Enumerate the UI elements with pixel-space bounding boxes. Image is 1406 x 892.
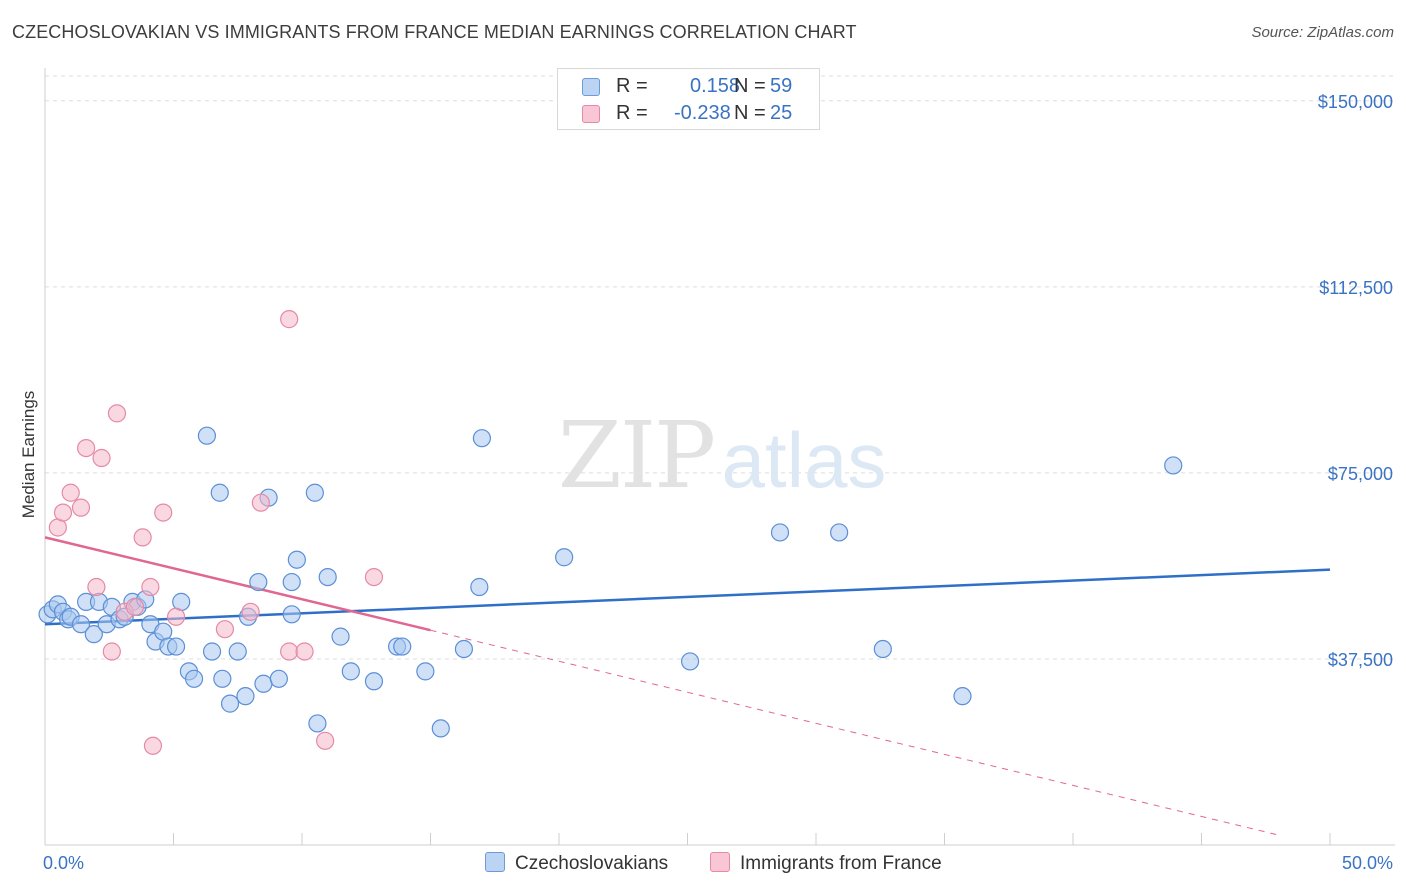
y-tick-label: $112,500 [1319, 278, 1393, 298]
grid-layer [45, 75, 1395, 660]
point-france [61, 483, 80, 502]
point-czechoslovakians [953, 687, 972, 706]
label-layer: $37,500 $75,000 $112,500 $150,000 0.0% 50.0% M… [19, 92, 1393, 873]
legend-r-value: 0.158 [690, 75, 741, 97]
legend-n-value: 25 [770, 102, 793, 124]
point-france [107, 404, 127, 423]
bottom-legend-label: Czechoslovakians [515, 853, 669, 874]
point-france [154, 503, 173, 522]
point-france [295, 642, 314, 661]
point-czechoslovakians [770, 523, 790, 542]
legend-swatch-blue [582, 78, 600, 96]
y-tick-label: $75,000 [1328, 464, 1393, 484]
point-czechoslovakians [220, 694, 240, 713]
legend-r-label: R = [616, 102, 648, 124]
point-czechoslovakians [364, 672, 384, 691]
point-czechoslovakians [454, 639, 474, 659]
point-czechoslovakians [197, 426, 217, 445]
point-france [316, 731, 335, 750]
point-france [125, 597, 145, 616]
point-czechoslovakians [213, 669, 232, 688]
trend-layer [44, 536, 1331, 836]
point-france [166, 607, 186, 626]
point-france [53, 503, 73, 522]
point-czechoslovakians [254, 674, 273, 693]
bottom-legend-czechoslovakians: Czechoslovakians [485, 852, 668, 875]
point-czechoslovakians [202, 642, 222, 661]
axis-layer [44, 68, 1395, 846]
point-france [215, 620, 234, 639]
point-czechoslovakians [341, 662, 360, 681]
point-czechoslovakians [1164, 456, 1183, 475]
point-czechoslovakians [470, 577, 489, 597]
point-france [251, 493, 270, 512]
point-france [143, 736, 163, 755]
legend-swatch-pink [582, 105, 600, 123]
stats-legend: R = 0.158 N = 59 R = -0.238 N = 25 [557, 68, 820, 130]
point-czechoslovakians [210, 483, 229, 502]
point-czechoslovakians [318, 567, 337, 587]
bottom-legend-france: Immigrants from France [710, 852, 942, 875]
point-france [92, 448, 111, 468]
point-czechoslovakians [249, 572, 268, 592]
source-label: Source: ZipAtlas.com [1251, 24, 1394, 41]
y-axis-label: Median Earnings [19, 391, 38, 519]
point-czechoslovakians [472, 429, 491, 448]
legend-r-value: -0.238 [674, 102, 731, 124]
point-czechoslovakians [830, 523, 849, 542]
point-czechoslovakians [236, 687, 255, 706]
watermark-zip: ZIP [558, 402, 714, 509]
point-czechoslovakians [393, 637, 412, 656]
bottom-legend-label: Immigrants from France [740, 853, 942, 874]
point-france [87, 577, 106, 597]
point-czechoslovakians [331, 627, 350, 646]
bottom-legend-swatch-pink [710, 852, 730, 872]
point-czechoslovakians [873, 639, 892, 659]
point-czechoslovakians [305, 483, 324, 502]
point-france [77, 438, 96, 458]
bottom-legend-swatch-blue [485, 852, 505, 872]
trend-line-france [430, 629, 1279, 836]
point-france [241, 602, 260, 621]
x-tick-label: 50.0% [1342, 853, 1393, 873]
watermark-atlas: atlas [722, 416, 887, 504]
legend-n-value: 59 [770, 75, 793, 97]
point-france [280, 310, 299, 329]
point-czechoslovakians [166, 637, 186, 656]
legend-n-label: N = [734, 102, 766, 124]
point-czechoslovakians [84, 625, 103, 644]
point-france [102, 642, 121, 661]
point-france [71, 498, 91, 517]
points-layer [38, 310, 1183, 755]
point-czechoslovakians [269, 669, 288, 688]
point-czechoslovakians [287, 550, 306, 569]
point-czechoslovakians [184, 669, 204, 688]
point-czechoslovakians [71, 615, 91, 634]
watermark: ZIP atlas [558, 402, 886, 509]
point-czechoslovakians [680, 652, 700, 671]
point-czechoslovakians [282, 605, 301, 624]
legend-r-label: R = [616, 75, 648, 97]
point-czechoslovakians [282, 572, 301, 592]
point-france [141, 577, 160, 597]
point-france [280, 642, 299, 661]
point-czechoslovakians [416, 662, 435, 681]
trend-line-france [44, 536, 431, 632]
point-czechoslovakians [555, 548, 574, 567]
point-france [364, 567, 384, 587]
legend-n-label: N = [734, 75, 766, 97]
trend-line-czechoslovakians [44, 568, 1331, 626]
x-tick-label: 0.0% [43, 853, 84, 873]
chart-title: CZECHOSLOVAKIAN VS IMMIGRANTS FROM FRANC… [12, 22, 857, 42]
y-tick-label: $150,000 [1318, 92, 1393, 112]
y-tick-label: $37,500 [1328, 650, 1393, 670]
point-czechoslovakians [431, 719, 450, 738]
point-czechoslovakians [228, 642, 247, 661]
point-czechoslovakians [308, 714, 327, 733]
point-france [133, 528, 152, 547]
